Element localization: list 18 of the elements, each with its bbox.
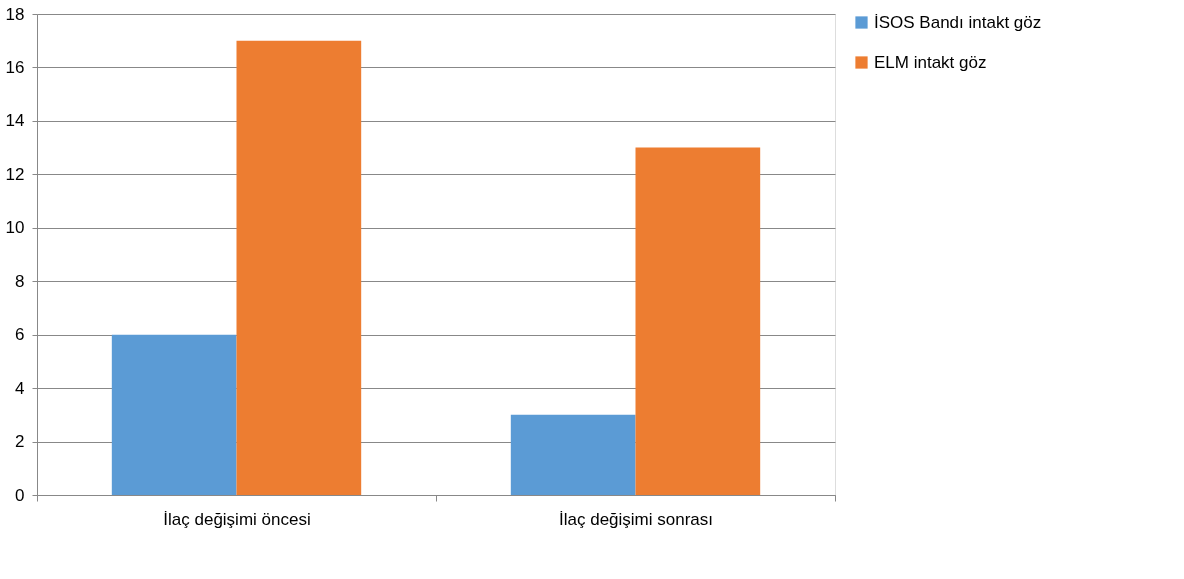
y-tick-label: 8: [15, 271, 25, 291]
y-tick-label: 16: [5, 57, 25, 77]
y-tick-label: 2: [15, 432, 25, 452]
y-tick-label: 10: [5, 218, 25, 238]
bar: [510, 414, 636, 495]
bar: [635, 147, 761, 495]
y-tick-label: 4: [15, 378, 25, 398]
bar: [111, 334, 237, 495]
y-tick-label: 18: [5, 4, 25, 24]
y-tick-label: 0: [15, 485, 25, 505]
y-tick-label: 6: [15, 325, 25, 345]
x-tick-label: İlaç değişimi sonrası: [558, 509, 714, 529]
legend-label: ELM intakt göz: [874, 52, 987, 72]
legend-label: İSOS Bandı intakt göz: [874, 12, 1042, 32]
x-tick-label: İlaç değişimi öncesi: [163, 509, 311, 529]
y-tick-label: 14: [5, 111, 25, 131]
y-tick-label: 12: [5, 164, 25, 184]
bar: [236, 40, 362, 495]
